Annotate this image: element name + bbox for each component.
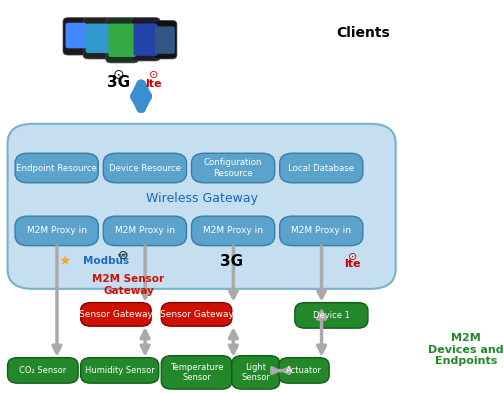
FancyBboxPatch shape xyxy=(280,153,363,183)
Text: M2M
Devices and
Endpoints: M2M Devices and Endpoints xyxy=(428,333,504,366)
Text: Sensor Gateway: Sensor Gateway xyxy=(79,310,153,319)
Text: wifi: wifi xyxy=(118,253,129,258)
FancyBboxPatch shape xyxy=(15,153,98,183)
Text: ⊙: ⊙ xyxy=(149,70,158,80)
Text: M2M Proxy in: M2M Proxy in xyxy=(203,226,263,235)
FancyBboxPatch shape xyxy=(155,26,175,54)
Text: ⊙: ⊙ xyxy=(112,68,124,82)
FancyBboxPatch shape xyxy=(83,18,112,59)
Text: ★: ★ xyxy=(58,254,71,268)
Text: M2M Proxy in: M2M Proxy in xyxy=(27,226,87,235)
Text: lte: lte xyxy=(345,259,361,270)
Text: Endpoint Resource: Endpoint Resource xyxy=(16,163,97,173)
FancyBboxPatch shape xyxy=(108,24,136,57)
Text: Actuator: Actuator xyxy=(286,366,322,375)
FancyBboxPatch shape xyxy=(15,216,98,246)
FancyBboxPatch shape xyxy=(106,18,139,63)
FancyBboxPatch shape xyxy=(161,356,232,389)
FancyBboxPatch shape xyxy=(192,216,275,246)
Text: Wireless Gateway: Wireless Gateway xyxy=(146,192,258,205)
FancyBboxPatch shape xyxy=(66,23,87,48)
Text: M2M Sensor
Gateway: M2M Sensor Gateway xyxy=(92,274,165,296)
Text: Clients: Clients xyxy=(336,26,390,40)
Text: Device 1: Device 1 xyxy=(313,311,350,320)
FancyBboxPatch shape xyxy=(134,24,158,56)
FancyBboxPatch shape xyxy=(232,356,280,389)
Text: CO₂ Sensor: CO₂ Sensor xyxy=(19,366,67,375)
FancyBboxPatch shape xyxy=(8,358,78,383)
FancyBboxPatch shape xyxy=(103,153,186,183)
Text: Local Database: Local Database xyxy=(288,163,354,173)
Text: lte: lte xyxy=(146,79,162,90)
Text: M2M Proxy in: M2M Proxy in xyxy=(115,226,175,235)
FancyBboxPatch shape xyxy=(153,20,177,59)
FancyBboxPatch shape xyxy=(280,216,363,246)
Text: Device Resource: Device Resource xyxy=(109,163,181,173)
Text: Sensor Gateway: Sensor Gateway xyxy=(160,310,233,319)
FancyBboxPatch shape xyxy=(192,153,275,183)
FancyBboxPatch shape xyxy=(8,124,396,289)
FancyBboxPatch shape xyxy=(131,18,160,61)
Text: Humidity Sensor: Humidity Sensor xyxy=(85,366,155,375)
FancyBboxPatch shape xyxy=(86,24,110,53)
FancyBboxPatch shape xyxy=(81,358,159,383)
Text: ⊙: ⊙ xyxy=(118,249,129,262)
FancyBboxPatch shape xyxy=(295,303,368,328)
Text: Temperature
Sensor: Temperature Sensor xyxy=(170,363,223,382)
FancyBboxPatch shape xyxy=(103,216,186,246)
FancyBboxPatch shape xyxy=(161,303,232,326)
FancyBboxPatch shape xyxy=(81,303,151,326)
Text: Light
Sensor: Light Sensor xyxy=(241,363,270,382)
FancyBboxPatch shape xyxy=(63,18,89,55)
FancyBboxPatch shape xyxy=(279,358,329,383)
Text: 3G: 3G xyxy=(220,254,243,269)
Text: M2M Proxy in: M2M Proxy in xyxy=(291,226,351,235)
Text: ⊙: ⊙ xyxy=(348,252,357,262)
Text: Modbus: Modbus xyxy=(83,256,130,266)
Text: 3G: 3G xyxy=(107,75,130,90)
Text: Configuration
Resource: Configuration Resource xyxy=(204,158,263,178)
